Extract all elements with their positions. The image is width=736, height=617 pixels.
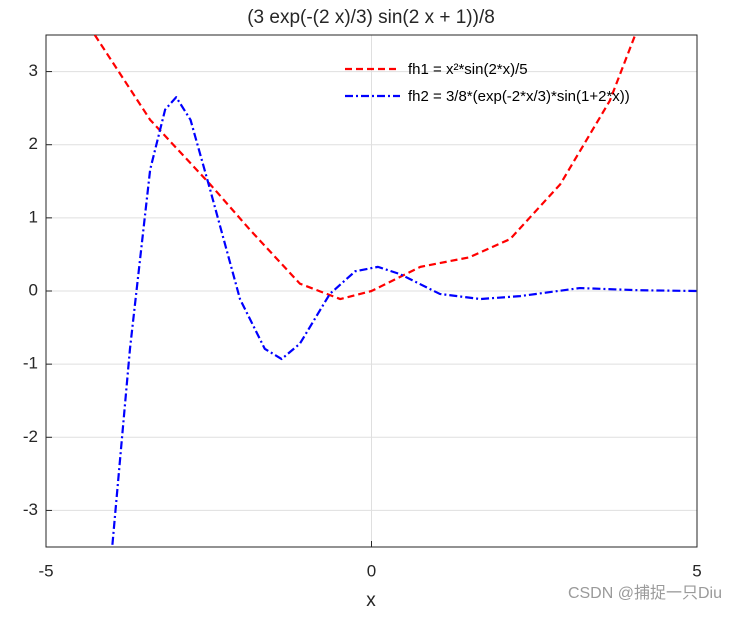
y-tick-label: -3 <box>23 500 38 519</box>
legend-label: fh1 = x²*sin(2*x)/5 <box>408 61 528 78</box>
y-tick-label: 0 <box>29 280 38 299</box>
y-tick-label: -1 <box>23 354 38 373</box>
x-axis-label: x <box>366 590 376 611</box>
series-line <box>111 96 697 545</box>
plot-lines <box>93 35 697 545</box>
x-tick-label: 5 <box>692 561 701 580</box>
y-tick-label: 2 <box>29 134 38 153</box>
watermark: CSDN @捕捉一只Diu <box>568 584 722 602</box>
y-tick-label: 3 <box>29 61 38 80</box>
y-tick-label: -2 <box>23 427 38 446</box>
legend-label: fh2 = 3/8*(exp(-2*x/3)*sin(1+2*x)) <box>408 88 630 105</box>
chart-title: (3 exp(-(2 x)/3) sin(2 x + 1))/8 <box>247 7 495 28</box>
series-line <box>93 35 637 301</box>
x-tick-label: 0 <box>367 561 376 580</box>
axes-box <box>45 34 698 548</box>
y-tick-label: 1 <box>29 207 38 226</box>
x-tick-label: -5 <box>38 561 53 580</box>
